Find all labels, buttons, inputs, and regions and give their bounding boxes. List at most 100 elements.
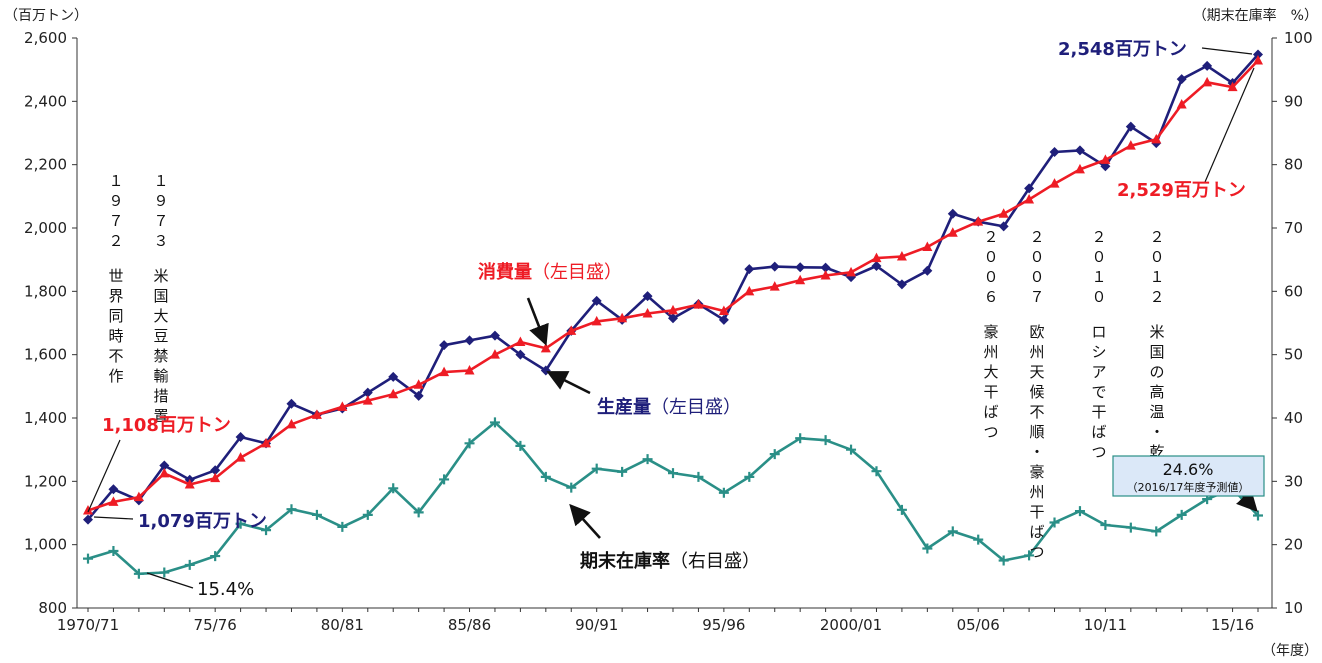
data-point (1151, 133, 1162, 144)
data-point (210, 551, 221, 562)
data-point (1202, 76, 1213, 87)
x-tick-label: 85/86 (448, 616, 491, 634)
data-point (515, 336, 526, 346)
event-char: ０ (1091, 288, 1106, 306)
event-char: 界 (108, 287, 123, 305)
event-annotations: １９７２世界同時不作１９７３米国大豆禁輸措置２００６豪州大干ばつ２００７欧州天候… (108, 172, 1164, 561)
event-char: 国 (1149, 343, 1164, 361)
event-char: ２ (1149, 228, 1164, 246)
data-point (820, 262, 831, 273)
right-axis-ticks: 10 20 30 40 50 60 70 80 90 100 (1272, 29, 1313, 617)
data-point (388, 388, 399, 399)
data-point (668, 313, 678, 324)
data-point (210, 465, 221, 476)
data-point (83, 553, 93, 564)
event-char: つ (983, 423, 998, 441)
event-char: ０ (983, 268, 998, 286)
arrow-stock-end (1236, 489, 1258, 513)
data-point (871, 466, 882, 477)
event-char: 干 (1029, 503, 1044, 521)
left-tick-label: 1,600 (24, 346, 67, 364)
event-char: ２ (108, 232, 123, 250)
x-tick-label: 1970/71 (57, 616, 119, 634)
data-point (489, 349, 500, 359)
data-point (108, 546, 119, 556)
arrow-production (546, 371, 591, 395)
data-point (540, 471, 551, 482)
event-char: 高 (1149, 383, 1164, 401)
data-point (973, 216, 984, 226)
data-point (1049, 147, 1060, 157)
data-point (591, 463, 602, 474)
data-point (337, 521, 348, 532)
event-char: 天 (1029, 363, 1044, 381)
event-char: 欧 (1029, 323, 1044, 341)
data-point (1049, 178, 1060, 188)
event-char: 大 (983, 363, 998, 381)
data-point (83, 514, 93, 525)
data-point (540, 342, 551, 353)
data-point (947, 208, 958, 219)
event-char: ３ (153, 232, 168, 250)
data-point (159, 467, 170, 478)
data-point (769, 449, 780, 460)
event-char: シ (1091, 343, 1106, 361)
leader-stock-min (146, 572, 194, 589)
event-char: ０ (1029, 248, 1044, 266)
label-stock-ratio: 期末在庫率（右目盛） (580, 550, 760, 572)
data-point (718, 487, 729, 498)
series-line (87, 53, 1259, 521)
data-point (1100, 520, 1111, 531)
event-char: 米 (1149, 323, 1164, 341)
callout-leaders (87, 47, 1255, 589)
data-point (1253, 510, 1263, 521)
data-point (820, 270, 831, 280)
left-tick-label: 2,000 (24, 219, 67, 237)
data-point (362, 387, 373, 398)
event-char: 世 (108, 267, 123, 285)
event-char: ７ (1029, 288, 1044, 306)
x-tick-label: 15/16 (1211, 616, 1254, 634)
data-point (184, 479, 195, 489)
data-point (235, 452, 246, 462)
data-point (1024, 183, 1035, 194)
data-point (871, 252, 882, 263)
data-point (769, 281, 780, 291)
right-tick-label: 20 (1284, 536, 1303, 554)
event-char: 時 (108, 327, 123, 345)
event-char: 同 (108, 307, 123, 325)
event-char: 温 (1149, 403, 1164, 421)
data-point (413, 379, 424, 389)
event-char: つ (1091, 443, 1106, 461)
callout-prod-start: 1,079百万トン (138, 511, 267, 532)
x-tick-label: 90/91 (575, 616, 618, 634)
data-point (184, 559, 195, 570)
event-char: ２ (1091, 228, 1106, 246)
data-point (922, 241, 933, 251)
data-point (896, 504, 907, 515)
data-point (235, 518, 246, 529)
leader-cons-end (1204, 67, 1255, 183)
data-point (744, 264, 755, 275)
data-point (693, 299, 704, 309)
right-tick-label: 90 (1284, 92, 1303, 110)
data-point (896, 251, 907, 261)
data-point (998, 555, 1009, 566)
data-point (591, 295, 602, 306)
event-char: ２ (1029, 228, 1044, 246)
callout-cons-start: 1,108百万トン (102, 415, 231, 436)
data-point (1024, 194, 1035, 204)
left-tick-label: 1,200 (24, 472, 67, 490)
data-point (566, 482, 577, 493)
event-char: で (1091, 383, 1106, 401)
right-tick-label: 70 (1284, 219, 1303, 237)
event-char: ６ (983, 288, 998, 306)
data-point (413, 507, 424, 518)
data-point (744, 285, 755, 296)
data-point (947, 227, 958, 237)
data-point (515, 349, 526, 360)
callout-cons-end: 2,529百万トン (1117, 180, 1246, 201)
data-point (1125, 140, 1136, 150)
event-char: ば (1029, 523, 1044, 541)
left-tick-label: 1,400 (24, 409, 67, 427)
